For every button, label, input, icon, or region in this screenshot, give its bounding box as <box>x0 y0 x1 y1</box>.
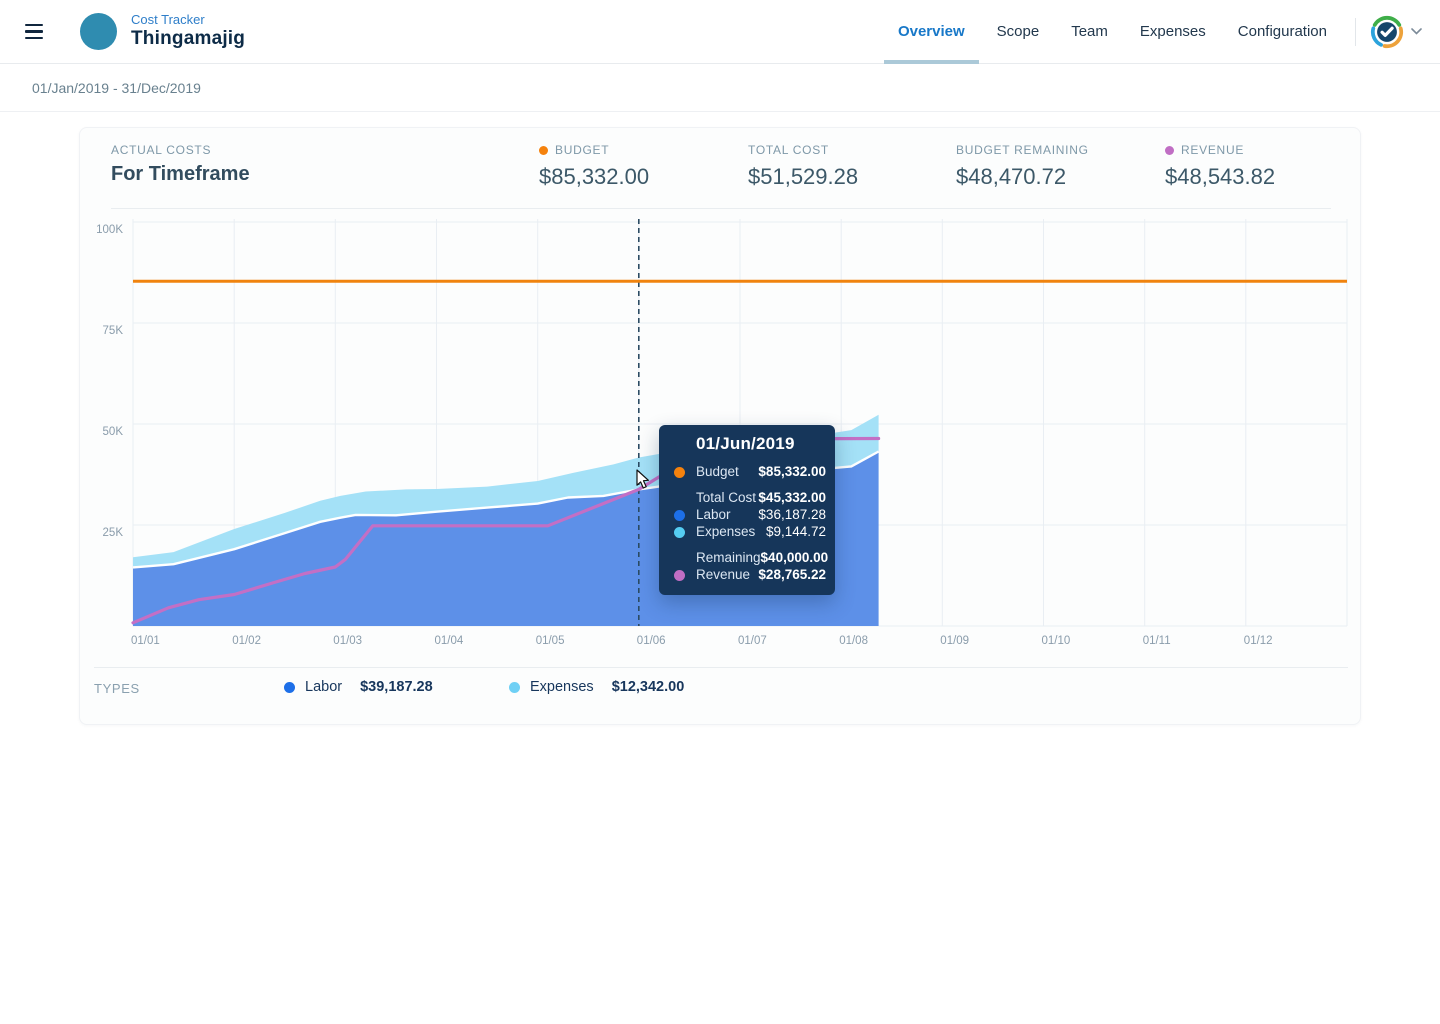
stats-divider <box>111 208 1331 209</box>
labor-dot-icon <box>674 509 685 521</box>
tab-overview[interactable]: Overview <box>882 0 981 64</box>
x-tick-label: 01/03 <box>333 635 363 647</box>
hamburger-menu-button[interactable] <box>14 12 54 52</box>
stat-total-cost-value: $51,529.28 <box>748 164 859 189</box>
stat-total-cost-label: TOTAL COST <box>748 143 829 157</box>
legend-item-expenses[interactable]: Expenses $12,342.00 <box>509 679 684 695</box>
tooltip-row-budget: Budget $85,332.00 <box>672 463 826 480</box>
check-ring-icon <box>1370 15 1404 49</box>
tab-configuration[interactable]: Configuration <box>1222 0 1343 64</box>
revenue-dot-icon <box>674 569 685 581</box>
app-titles: Cost Tracker Thingamajig <box>131 12 246 50</box>
x-tick-label: 01/08 <box>839 635 868 647</box>
app-logo <box>80 13 117 50</box>
tooltip-row-total-cost: Total Cost $45,332.00 <box>696 490 826 505</box>
stat-budget-label: BUDGET <box>555 143 610 157</box>
stat-budget-value: $85,332.00 <box>539 164 650 189</box>
x-tick-label: 01/09 <box>940 635 970 647</box>
hover-tooltip: 01/Jun/2019 Budget $85,332.00 Total Cost… <box>659 425 835 595</box>
stat-revenue-value: $48,543.82 <box>1165 164 1276 189</box>
tooltip-row-remaining: Remaining $40,000.00 <box>696 550 829 565</box>
y-tick-label: 100K <box>96 224 123 236</box>
tooltip-row-expenses: Expenses $9,144.72 <box>672 523 826 540</box>
x-tick-label: 01/06 <box>636 635 666 647</box>
x-tick-label: 01/07 <box>738 635 767 647</box>
stat-budget-remaining-value: $48,470.72 <box>956 164 1067 189</box>
stat-total-cost: TOTAL COST $51,529.28 <box>748 143 858 190</box>
stat-revenue: REVENUE $48,543.82 <box>1165 143 1275 190</box>
y-tick-label: 50K <box>102 426 123 438</box>
budget-dot-icon <box>539 145 548 155</box>
labor-dot-icon <box>284 681 295 693</box>
mouse-cursor <box>636 469 650 495</box>
actual-costs-block: ACTUAL COSTS For Timeframe <box>111 143 250 186</box>
header-divider <box>1355 17 1356 46</box>
budget-dot-icon <box>674 466 685 478</box>
cost-chart-plot[interactable]: 100K 75K 50K 25K 01/01 01/02 01/03 01/04 01/05 0… <box>96 219 1348 647</box>
app-subtitle: Cost Tracker <box>131 12 205 28</box>
stat-budget: BUDGET $85,332.00 <box>539 143 649 190</box>
tab-team[interactable]: Team <box>1055 0 1124 64</box>
stat-budget-remaining-label: BUDGET REMAINING <box>956 143 1089 157</box>
revenue-dot-icon <box>1165 145 1174 155</box>
y-tick-label: 75K <box>102 325 123 337</box>
tab-scope[interactable]: Scope <box>981 0 1056 64</box>
x-tick-label: 01/12 <box>1243 635 1273 647</box>
date-range: 01/Jan/2019 - 31/Dec/2019 <box>32 80 201 96</box>
cost-overview-card: ACTUAL COSTS For Timeframe BUDGET $85,33… <box>79 127 1361 725</box>
date-bar: 01/Jan/2019 - 31/Dec/2019 <box>0 65 1440 112</box>
x-tick-label: 01/11 <box>1142 635 1171 647</box>
x-tick-label: 01/01 <box>131 635 160 647</box>
y-axis-labels: 100K 75K 50K 25K <box>81 219 127 626</box>
expenses-dot-icon <box>509 681 520 693</box>
legend-title: TYPES <box>94 681 140 696</box>
tab-expenses[interactable]: Expenses <box>1124 0 1222 64</box>
tooltip-row-labor: Labor $36,187.28 <box>672 506 826 523</box>
tooltip-date: 01/Jun/2019 <box>696 434 795 453</box>
page-title: Thingamajig <box>131 28 246 50</box>
x-axis-labels: 01/01 01/02 01/03 01/04 01/05 01/06 01/07 01/08… <box>131 635 1347 651</box>
legend-item-labor[interactable]: Labor $39,187.28 <box>284 679 433 695</box>
expenses-dot-icon <box>674 526 685 538</box>
x-tick-label: 01/04 <box>434 635 464 647</box>
chevron-down-icon <box>1411 28 1422 35</box>
y-tick-label: 25K <box>102 527 123 539</box>
stat-budget-remaining: BUDGET REMAINING $48,470.72 <box>956 143 1089 190</box>
actual-costs-label: ACTUAL COSTS <box>111 143 212 157</box>
x-tick-label: 01/10 <box>1041 635 1071 647</box>
user-avatar-button[interactable] <box>1370 15 1422 49</box>
actual-costs-title: For Timeframe <box>111 163 250 185</box>
legend-divider <box>94 667 1348 668</box>
tooltip-row-revenue: Revenue $28,765.22 <box>672 566 826 583</box>
x-tick-label: 01/02 <box>232 635 261 647</box>
x-tick-label: 01/05 <box>535 635 565 647</box>
stat-revenue-label: REVENUE <box>1181 143 1245 157</box>
main-nav: Overview Scope Team Expenses Configurati… <box>882 0 1343 64</box>
top-bar: Cost Tracker Thingamajig Overview Scope … <box>0 0 1440 64</box>
